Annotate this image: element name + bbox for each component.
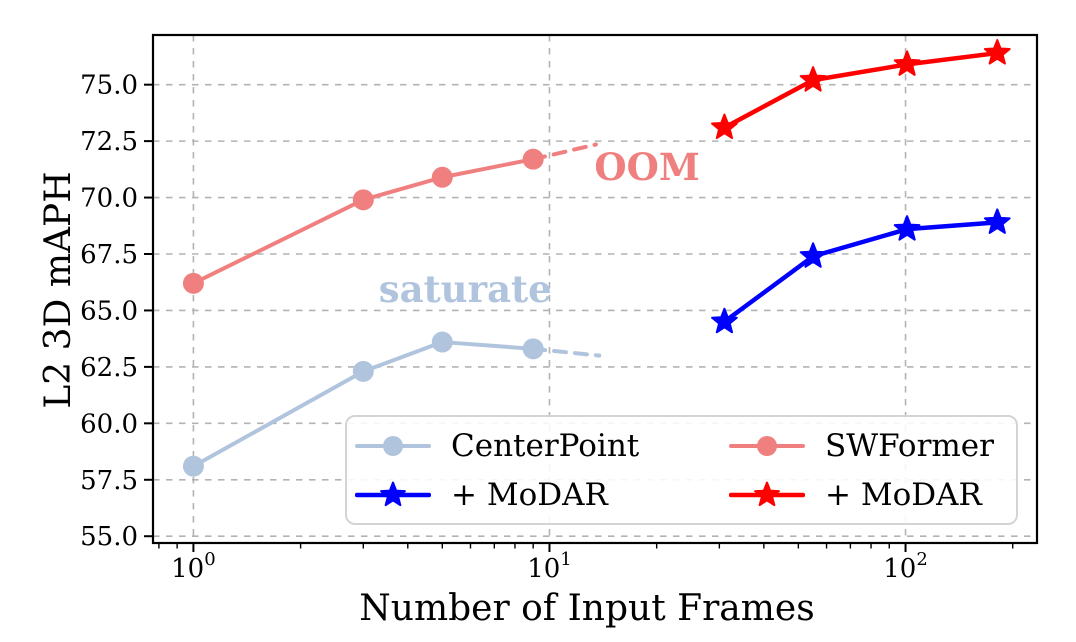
x-axis-label-text: Number of Input Frames: [359, 588, 815, 629]
y-tick-label: 70.0: [80, 184, 138, 214]
series-2-modar: [711, 208, 1011, 334]
annotations: saturate OOM: [379, 145, 700, 311]
legend-entry-modar-blue: + MoDAR: [355, 470, 729, 519]
series-0-centerpoint: [182, 331, 602, 477]
y-tick-label: 65.0: [80, 296, 138, 326]
x-tick-label: 100: [171, 549, 216, 584]
x-tick-label: 102: [883, 549, 928, 584]
legend-modar-blue-star-icon: [355, 481, 431, 506]
y-tick-label: 67.5: [80, 240, 138, 270]
legend-label-swformer: SWFormer: [825, 427, 994, 464]
y-tick-label: 60.0: [80, 409, 138, 439]
legend-label-modar-blue: + MoDAR: [451, 476, 608, 513]
x-axis-label: Number of Input Frames: [145, 588, 1029, 629]
y-tick-label: 57.5: [80, 466, 138, 496]
legend-entry-centerpoint: CenterPoint: [355, 421, 729, 470]
annotation-oom: OOM: [594, 145, 699, 189]
y-tick-label: 75.0: [80, 71, 138, 101]
legend-entry-modar-red: + MoDAR: [729, 470, 1010, 519]
legend-modar-red-star-icon: [729, 481, 805, 506]
legend: CenterPoint + MoDAR SWFormer + MoDAR: [345, 415, 1018, 525]
y-axis-label: L2 3D mAPH: [38, 40, 79, 540]
y-axis-label-text: L2 3D mAPH: [38, 171, 79, 409]
annotation-saturate: saturate: [379, 267, 552, 311]
legend-centerpoint-marker-icon: [355, 435, 431, 456]
legend-label-modar-red: + MoDAR: [825, 476, 982, 513]
axes: 100 101 102 55.0 57.5 60.0 62.5 65.0 67.5 70.0 72.…: [80, 33, 1039, 584]
legend-swformer-marker-icon: [729, 435, 805, 456]
y-tick-label: 62.5: [80, 353, 138, 383]
series-1-swformer: [182, 142, 598, 294]
legend-label-centerpoint: CenterPoint: [451, 427, 640, 464]
series-3-modar: [711, 39, 1011, 140]
y-tick-label: 72.5: [80, 127, 138, 157]
x-tick-label: 101: [527, 549, 572, 584]
legend-entry-swformer: SWFormer: [729, 421, 1010, 470]
y-tick-label: 55.0: [80, 522, 138, 552]
